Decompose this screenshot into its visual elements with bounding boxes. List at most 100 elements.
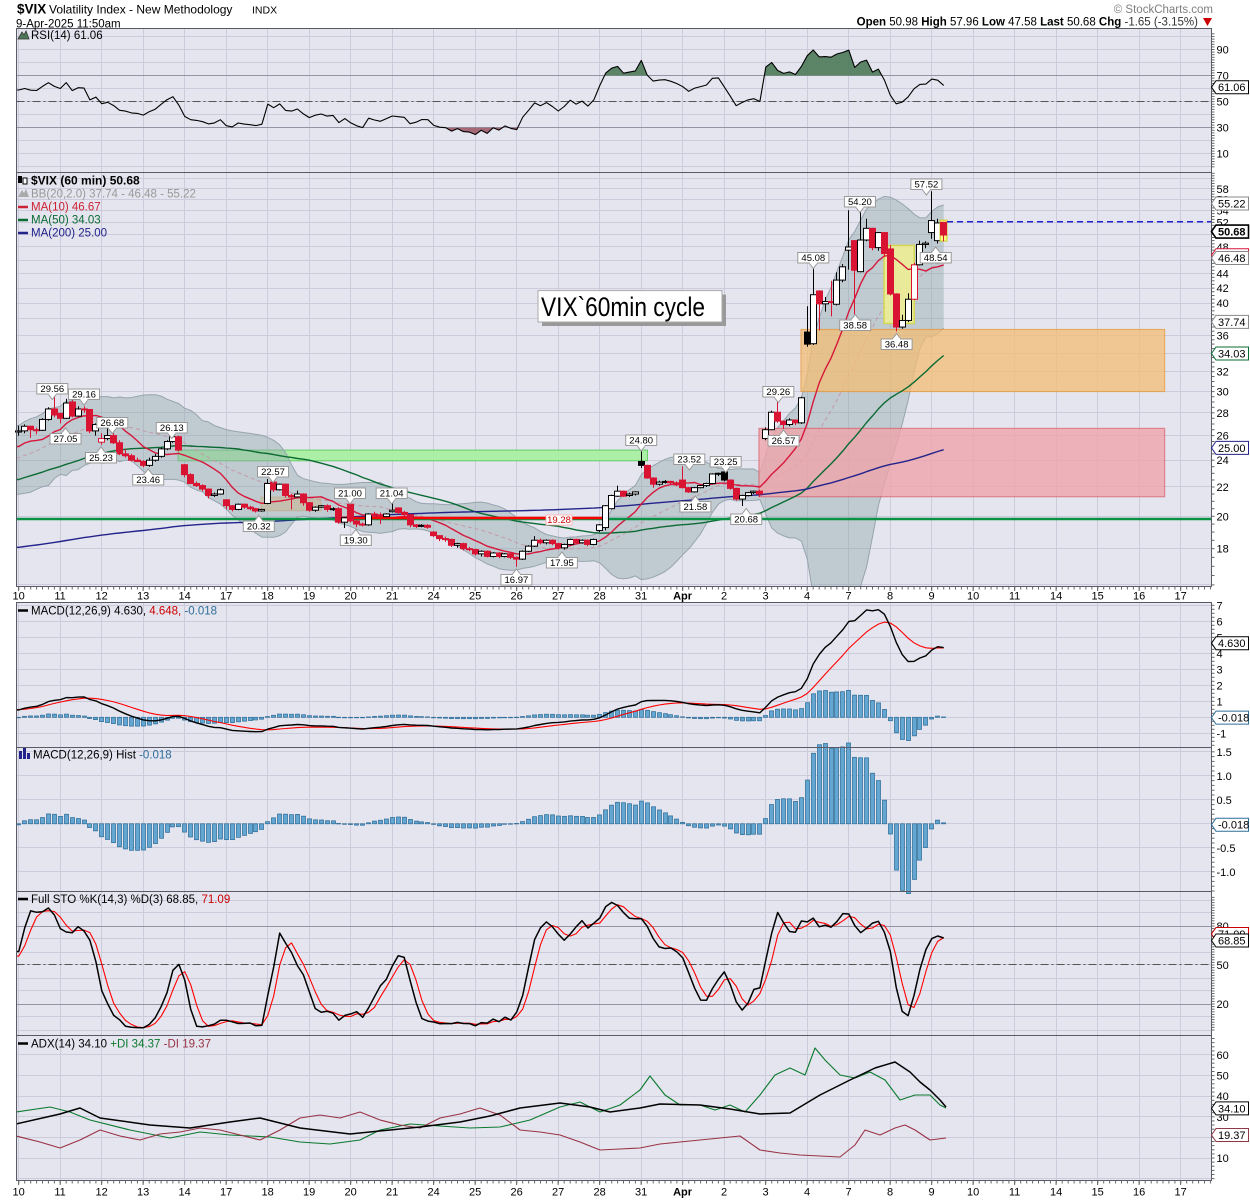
- svg-text:19: 19: [303, 1187, 315, 1199]
- svg-text:21: 21: [386, 1187, 398, 1199]
- svg-text:27: 27: [552, 591, 564, 603]
- svg-text:11: 11: [1009, 591, 1020, 603]
- svg-text:22: 22: [1217, 482, 1229, 494]
- svg-text:18: 18: [1217, 544, 1229, 556]
- svg-text:28: 28: [1217, 408, 1229, 420]
- svg-text:4: 4: [1217, 648, 1223, 660]
- svg-text:14: 14: [1050, 591, 1062, 603]
- svg-text:22.57: 22.57: [261, 467, 285, 478]
- svg-text:15: 15: [1091, 1187, 1103, 1199]
- svg-text:26.68: 26.68: [100, 418, 124, 429]
- svg-text:21: 21: [386, 591, 398, 603]
- svg-text:INDX: INDX: [252, 5, 277, 17]
- svg-text:50: 50: [1217, 960, 1229, 972]
- svg-text:1.5: 1.5: [1217, 747, 1232, 759]
- svg-text:-0.5: -0.5: [1217, 843, 1236, 855]
- svg-text:3: 3: [763, 1187, 769, 1199]
- svg-text:42: 42: [1217, 283, 1229, 295]
- svg-text:26: 26: [1217, 431, 1229, 443]
- svg-text:40: 40: [1217, 298, 1229, 310]
- svg-text:MA(50) 34.03: MA(50) 34.03: [31, 215, 101, 227]
- svg-text:29.16: 29.16: [72, 389, 96, 400]
- svg-text:61.06: 61.06: [1218, 82, 1246, 94]
- svg-text:16.97: 16.97: [505, 575, 529, 586]
- svg-text:7: 7: [1217, 600, 1223, 612]
- svg-text:$VIX (60 min) 50.68: $VIX (60 min) 50.68: [31, 174, 140, 188]
- svg-text:10: 10: [1217, 1153, 1229, 1165]
- svg-text:-0.018: -0.018: [1218, 820, 1249, 832]
- svg-text:9-Apr-2025 11:50am: 9-Apr-2025 11:50am: [16, 19, 121, 31]
- svg-text:8: 8: [887, 1187, 893, 1199]
- svg-text:4: 4: [804, 1187, 810, 1199]
- svg-text:© StockCharts.com: © StockCharts.com: [1114, 4, 1213, 16]
- svg-text:57.52: 57.52: [915, 179, 939, 190]
- svg-text:29.26: 29.26: [766, 387, 790, 398]
- svg-text:10: 10: [12, 1187, 24, 1199]
- svg-text:8: 8: [887, 591, 893, 603]
- svg-text:17: 17: [220, 1187, 232, 1199]
- svg-text:50.68: 50.68: [1218, 227, 1246, 239]
- svg-text:1: 1: [1217, 696, 1223, 708]
- svg-text:19: 19: [303, 591, 315, 603]
- svg-text:16: 16: [1133, 591, 1145, 603]
- svg-text:25: 25: [469, 1187, 481, 1199]
- svg-text:26: 26: [510, 1187, 522, 1199]
- svg-text:19.28: 19.28: [547, 515, 571, 526]
- svg-text:-0.018: -0.018: [1218, 713, 1249, 725]
- svg-text:7: 7: [846, 591, 852, 603]
- svg-text:26.13: 26.13: [160, 423, 184, 434]
- svg-text:50: 50: [1217, 1071, 1229, 1083]
- svg-text:4.630: 4.630: [1218, 638, 1246, 650]
- svg-text:15: 15: [1091, 591, 1103, 603]
- svg-text:31: 31: [635, 591, 647, 603]
- svg-text:13: 13: [137, 1187, 149, 1199]
- svg-text:16: 16: [1133, 1187, 1145, 1199]
- svg-text:MACD(12,26,9) Hist -0.018: MACD(12,26,9) Hist -0.018: [33, 750, 172, 762]
- svg-text:10: 10: [12, 591, 24, 603]
- svg-text:7: 7: [846, 1187, 852, 1199]
- svg-text:90: 90: [1217, 45, 1229, 57]
- svg-text:24: 24: [427, 591, 439, 603]
- svg-text:70: 70: [1217, 71, 1229, 83]
- svg-text:20.32: 20.32: [247, 521, 271, 532]
- svg-text:4: 4: [804, 591, 810, 603]
- svg-text:24: 24: [427, 1187, 439, 1199]
- svg-text:3: 3: [763, 591, 769, 603]
- svg-text:MA(10) 46.67: MA(10) 46.67: [31, 202, 101, 214]
- svg-text:-1: -1: [1217, 728, 1227, 740]
- svg-text:25.00: 25.00: [1218, 443, 1246, 455]
- svg-text:37.74: 37.74: [1218, 317, 1246, 329]
- svg-text:BB(20,2.0) 37.74 - 46.48 - 55.: BB(20,2.0) 37.74 - 46.48 - 55.22: [31, 189, 196, 201]
- svg-text:MA(200) 25.00: MA(200) 25.00: [31, 228, 107, 240]
- svg-text:21.58: 21.58: [684, 502, 708, 513]
- svg-text:MACD(12,26,9) 4.630, 4.648, -0: MACD(12,26,9) 4.630, 4.648, -0.018: [31, 606, 217, 618]
- svg-text:34.03: 34.03: [1218, 349, 1246, 361]
- svg-text:Apr: Apr: [673, 591, 693, 603]
- svg-text:13: 13: [137, 591, 149, 603]
- svg-text:68.85: 68.85: [1218, 936, 1246, 948]
- svg-text:45.08: 45.08: [801, 253, 825, 264]
- svg-text:10: 10: [967, 591, 979, 603]
- svg-text:50: 50: [1217, 97, 1229, 109]
- svg-text:38.58: 38.58: [843, 320, 867, 331]
- svg-text:30: 30: [1217, 387, 1229, 399]
- svg-text:14: 14: [1050, 1187, 1062, 1199]
- svg-text:12: 12: [95, 591, 107, 603]
- svg-text:58: 58: [1217, 184, 1229, 196]
- svg-text:30: 30: [1217, 123, 1229, 135]
- svg-text:11: 11: [54, 1187, 65, 1199]
- svg-text:19.30: 19.30: [344, 535, 368, 546]
- svg-text:23.52: 23.52: [677, 454, 701, 465]
- svg-text:17: 17: [1174, 591, 1186, 603]
- svg-text:0.5: 0.5: [1217, 795, 1232, 807]
- svg-text:9: 9: [929, 591, 935, 603]
- svg-text:44: 44: [1217, 269, 1229, 281]
- svg-text:23.25: 23.25: [714, 457, 738, 468]
- svg-text:6: 6: [1217, 616, 1223, 628]
- svg-text:$VIX: $VIX: [17, 2, 46, 17]
- svg-text:14: 14: [178, 591, 190, 603]
- svg-text:9: 9: [929, 1187, 935, 1199]
- svg-text:18: 18: [261, 1187, 273, 1199]
- svg-text:Apr: Apr: [673, 1187, 693, 1199]
- svg-text:48.54: 48.54: [924, 253, 948, 264]
